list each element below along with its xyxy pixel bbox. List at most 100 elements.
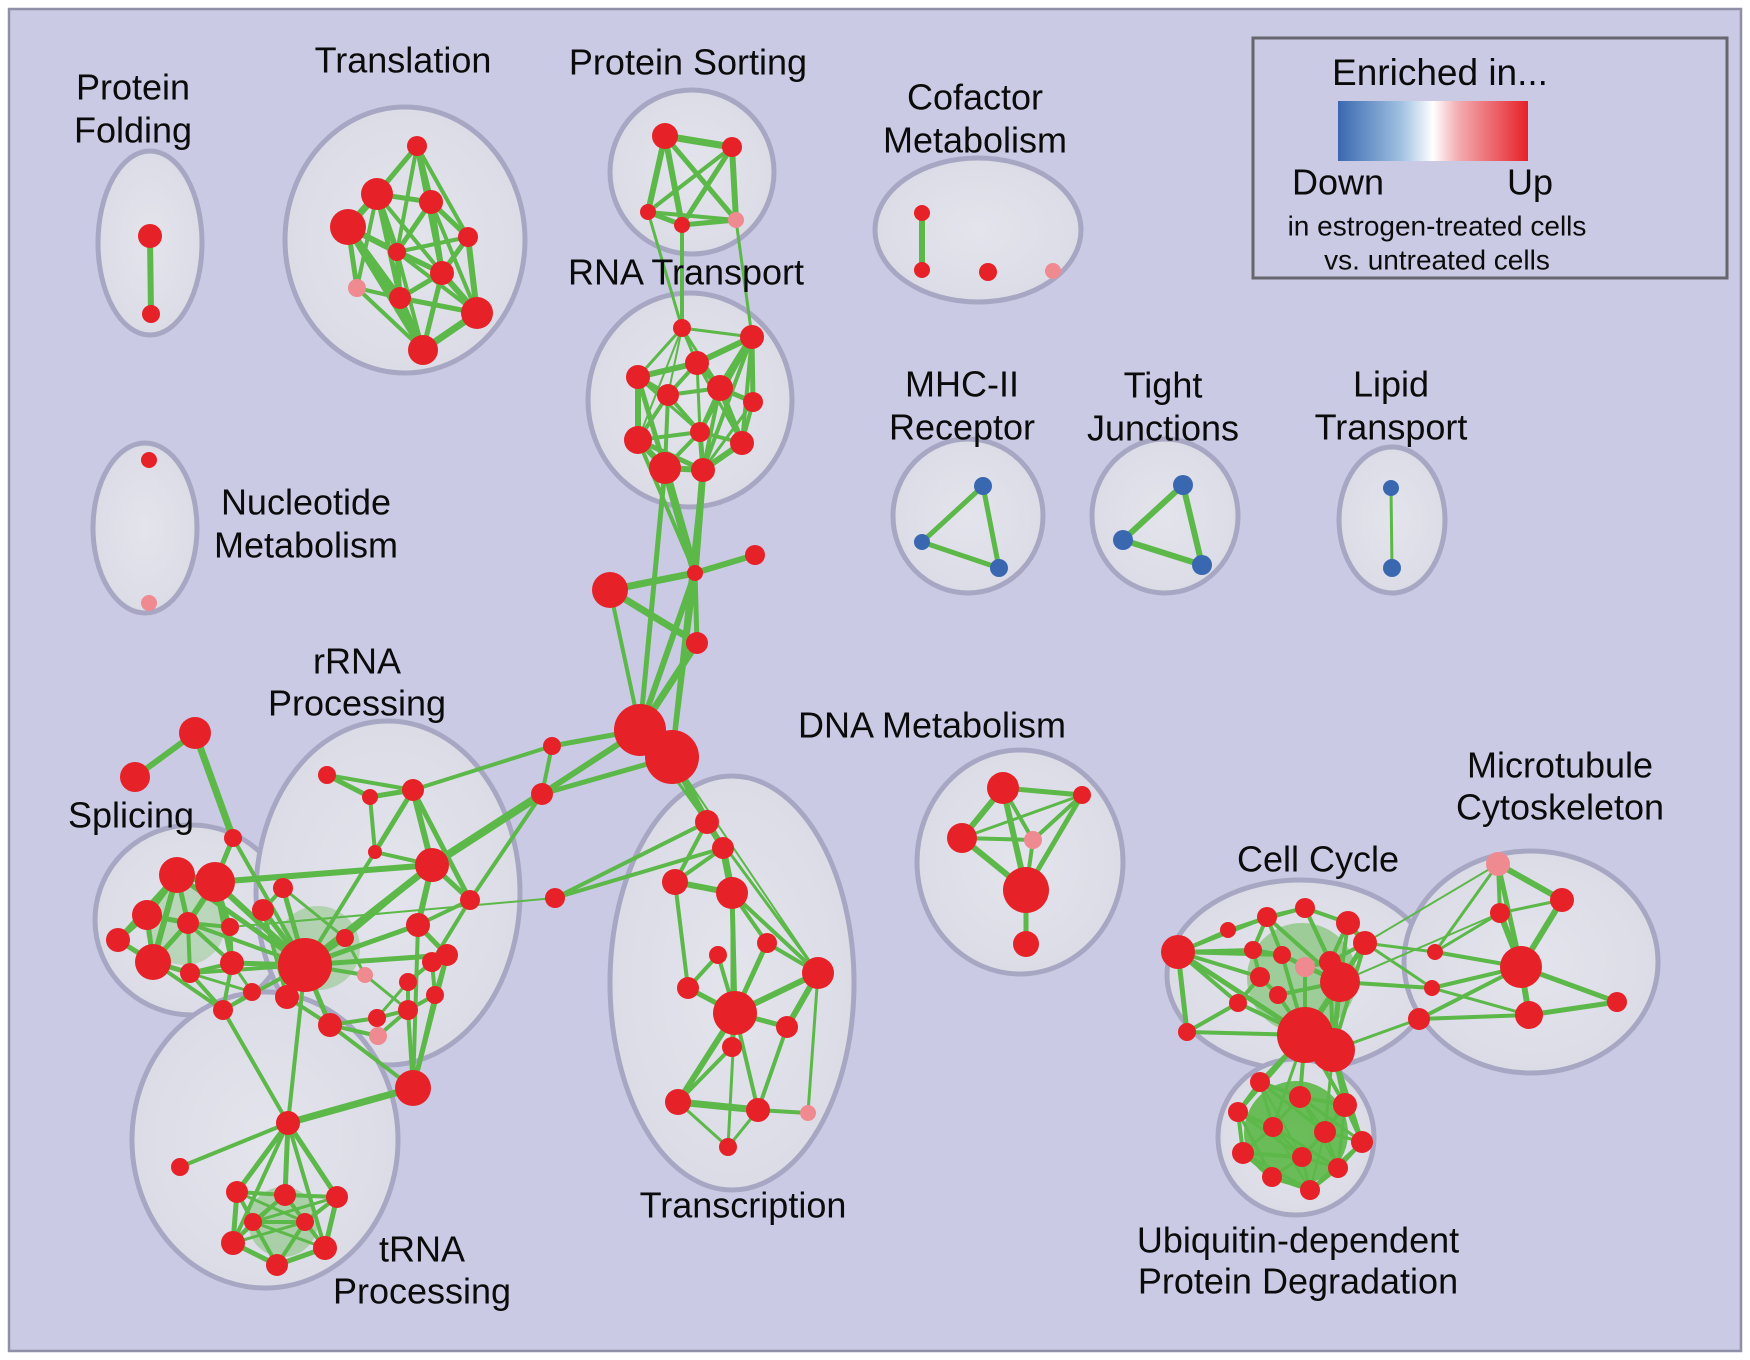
node-microtubule-cytoskeleton-124[interactable] [1550,888,1574,912]
node-ubiquitin-degradation-134[interactable] [1333,1093,1357,1117]
node-trna-processing-81[interactable] [313,1236,337,1260]
node-microtubule-cytoskeleton-128[interactable] [1500,946,1542,988]
node-cell-cycle-111[interactable] [1244,941,1262,959]
node-rna-transport-27[interactable] [730,431,754,455]
node-rrna-processing-51[interactable] [368,1009,386,1027]
node-splicing-71[interactable] [220,951,244,975]
node-trna-processing-75[interactable] [276,1111,300,1135]
node-translation-6[interactable] [388,243,406,261]
node-trna-processing-77[interactable] [226,1181,248,1203]
node-dna-metabolism-100[interactable] [987,772,1019,804]
node-translation-3[interactable] [361,178,393,210]
node-transcription-90[interactable] [709,946,727,964]
node-microtubule-cytoskeleton-129[interactable] [1515,1001,1543,1029]
node-microtubule-cytoskeleton-130[interactable] [1607,992,1627,1012]
node-trna-processing-78[interactable] [274,1184,296,1206]
node-protein-sorting-13[interactable] [652,123,678,149]
node-rna-transport-23[interactable] [657,384,679,406]
node-translation-8[interactable] [430,261,454,285]
node-splicing-65[interactable] [195,862,235,902]
node-dna-metabolism-102[interactable] [947,823,977,853]
node-ubiquitin-degradation-143[interactable] [1300,1180,1320,1200]
node-rrna-processing-41[interactable] [362,789,378,805]
node-transcription-88[interactable] [716,877,748,909]
node-rna-transport-22[interactable] [707,375,733,401]
node-lipid-transport-151[interactable] [1383,559,1401,577]
node-ubiquitin-degradation-142[interactable] [1262,1167,1282,1187]
node-connector-36[interactable] [543,737,561,755]
node-cell-cycle-108[interactable] [1295,898,1315,918]
node-cell-cycle-110[interactable] [1353,931,1377,955]
node-cell-cycle-119[interactable] [1178,1023,1196,1041]
node-mhc-ii-receptor-145[interactable] [914,534,930,550]
node-connector-35[interactable] [645,730,699,784]
node-tight-junctions-148[interactable] [1113,530,1133,550]
node-transcription-94[interactable] [776,1016,798,1038]
node-splicing-66[interactable] [132,900,162,930]
node-mhc-ii-receptor-146[interactable] [990,559,1008,577]
node-connector-30[interactable] [745,545,765,565]
node-rna-transport-20[interactable] [685,351,709,375]
node-translation-9[interactable] [348,279,366,297]
node-dna-metabolism-105[interactable] [1013,931,1039,957]
node-nucleotide-metabolism-153[interactable] [141,595,157,611]
node-ubiquitin-degradation-132[interactable] [1250,1072,1270,1092]
node-splicing-68[interactable] [221,918,239,936]
node-cell-cycle-113[interactable] [1295,957,1315,977]
node-splicing-73[interactable] [106,928,130,952]
node-transcription-86[interactable] [712,837,734,859]
node-transcription-98[interactable] [800,1105,816,1121]
node-microtubule-cytoskeleton-131[interactable] [1408,1008,1430,1030]
node-cell-cycle-122[interactable] [1220,922,1236,938]
node-rna-transport-19[interactable] [740,325,764,349]
node-cell-cycle-112[interactable] [1273,946,1291,964]
node-connector-37[interactable] [531,783,553,805]
node-trna-processing-76[interactable] [171,1158,189,1176]
node-splicing-69[interactable] [135,944,171,980]
node-transcription-85[interactable] [695,810,719,834]
node-rrna-processing-50[interactable] [318,1013,342,1037]
node-cell-cycle-118[interactable] [1269,986,1287,1004]
node-ubiquitin-degradation-135[interactable] [1228,1102,1248,1122]
node-translation-10[interactable] [389,287,411,309]
node-splicing-62[interactable] [120,762,150,792]
node-ubiquitin-degradation-138[interactable] [1232,1142,1254,1164]
node-rna-transport-24[interactable] [743,392,763,412]
node-ubiquitin-degradation-137[interactable] [1314,1121,1336,1143]
node-rna-transport-26[interactable] [624,426,652,454]
node-tight-junctions-147[interactable] [1173,475,1193,495]
node-translation-2[interactable] [407,136,427,156]
node-cell-cycle-121[interactable] [1311,1028,1355,1072]
node-cell-cycle-109[interactable] [1336,911,1360,935]
node-cell-cycle-117[interactable] [1229,994,1247,1012]
node-ubiquitin-degradation-139[interactable] [1351,1131,1373,1153]
node-transcription-95[interactable] [722,1037,742,1057]
node-microtubule-cytoskeleton-123[interactable] [1486,852,1510,876]
node-transcription-92[interactable] [677,977,699,999]
node-connector-32[interactable] [592,572,628,608]
node-transcription-93[interactable] [713,991,757,1035]
node-translation-5[interactable] [419,190,443,214]
node-cofactor-metabolism-157[interactable] [1045,263,1061,279]
node-microtubule-cytoskeleton-127[interactable] [1424,980,1440,996]
node-connector-33[interactable] [686,632,708,654]
node-rrna-processing-43[interactable] [368,845,382,859]
node-cofactor-metabolism-154[interactable] [914,205,930,221]
node-cell-cycle-106[interactable] [1161,935,1195,969]
node-splicing-61[interactable] [179,717,211,749]
node-transcription-97[interactable] [746,1098,770,1122]
node-rrna-processing-58[interactable] [252,899,274,921]
node-lipid-transport-150[interactable] [1383,480,1399,496]
node-ubiquitin-degradation-141[interactable] [1328,1158,1348,1178]
node-rna-transport-18[interactable] [673,319,691,337]
node-rna-transport-29[interactable] [691,458,715,482]
node-rrna-processing-56[interactable] [426,986,444,1004]
node-rrna-processing-48[interactable] [357,967,373,983]
node-rrna-processing-49[interactable] [275,985,299,1009]
node-rna-transport-21[interactable] [626,365,650,389]
node-translation-4[interactable] [330,209,366,245]
node-trna-processing-84[interactable] [296,1213,314,1231]
node-translation-7[interactable] [458,227,478,247]
node-cell-cycle-116[interactable] [1250,967,1270,987]
node-cofactor-metabolism-156[interactable] [979,263,997,281]
